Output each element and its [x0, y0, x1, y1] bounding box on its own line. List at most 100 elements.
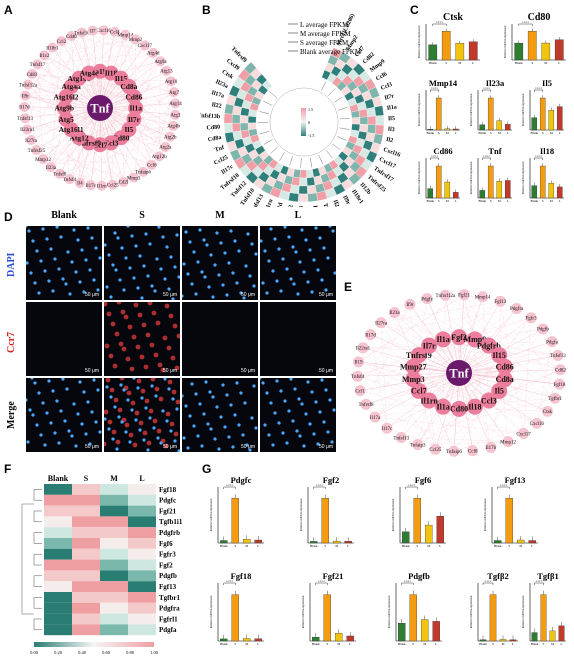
network-edge: [458, 317, 532, 409]
network-edge: [370, 334, 388, 429]
nucleus-dot: [300, 402, 304, 406]
nucleus-dot: [86, 400, 90, 404]
significance-bracket: [430, 89, 439, 92]
x-tick-label: Blank: [402, 544, 410, 548]
bar: [346, 635, 354, 642]
dendrogram-branch: [326, 150, 333, 159]
bar: [556, 186, 563, 199]
nucleus-dot: [142, 438, 146, 442]
gene-node: [139, 40, 150, 51]
heatmap-cell: [72, 581, 100, 592]
nucleus-dot: [96, 288, 100, 292]
gene-node: [148, 47, 159, 58]
chart-title: Tnf: [488, 146, 501, 156]
heatmap-cell: [288, 192, 299, 202]
gene-node-label: Tnfsf4: [63, 178, 77, 183]
gene-node-label: Il1rn: [97, 184, 107, 189]
x-tick-label: L: [439, 544, 441, 548]
gene-node-label: Atg9b: [55, 104, 75, 113]
scale-bar-label: 50 μm: [241, 292, 255, 298]
bar: [517, 539, 525, 544]
network-edge: [401, 398, 556, 438]
network-edge: [458, 337, 473, 451]
bar: [548, 183, 555, 199]
gene-label: Cd8a: [207, 135, 222, 144]
nucleus-dot: [51, 289, 55, 293]
gene-node: [38, 154, 49, 165]
gene-node-label: Mmp12: [500, 440, 516, 445]
gene-node: [511, 302, 523, 314]
x-tick-label: Blank: [478, 131, 486, 135]
network-edge: [381, 298, 428, 323]
x-tick-label: M: [550, 131, 553, 135]
nucleus-dot: [196, 260, 200, 264]
gene-node-label: Il18: [468, 402, 481, 411]
nucleus-dot: [53, 257, 57, 261]
dendrogram-branch: [21, 503, 34, 615]
nucleus-dot: [146, 448, 150, 452]
x-tick-label: Blank: [429, 61, 437, 65]
gene-node: [369, 411, 381, 423]
gene-node: [388, 306, 400, 318]
nucleus-dot: [215, 405, 219, 409]
bar: [489, 594, 497, 642]
ccr7-signal: [113, 397, 119, 403]
nucleus-dot: [94, 420, 98, 424]
nucleus-dot: [188, 414, 192, 418]
nucleus-dot: [254, 252, 258, 256]
bar: [539, 165, 546, 199]
nucleus-dot: [132, 276, 136, 280]
heatmap-cell: [375, 115, 385, 126]
scale-bar-label: 50 μm: [85, 444, 99, 450]
x-tick-label: Blank: [312, 642, 320, 646]
x-tick-label: M: [446, 199, 449, 203]
network-edge: [401, 328, 544, 438]
ccr7-signal: [133, 302, 139, 308]
nucleus-dot: [72, 402, 76, 406]
heatmap-cell: [298, 185, 308, 195]
nucleus-dot: [70, 434, 74, 438]
bar: [554, 39, 564, 61]
bar: [402, 531, 410, 544]
nucleus-dot: [221, 283, 225, 287]
nucleus-dot: [167, 287, 171, 291]
network-edge: [427, 296, 483, 299]
nucleus-dot: [140, 396, 144, 400]
x-tick-label: S: [543, 642, 545, 646]
nucleus-dot: [217, 447, 221, 451]
nucleus-dot: [55, 226, 59, 229]
nucleus-dot: [41, 401, 45, 405]
dendrogram-branch: [259, 111, 270, 114]
nucleus-dot: [130, 408, 134, 412]
gene-node: [496, 358, 513, 375]
gene-label: Il17a: [211, 90, 225, 100]
bar: [444, 128, 451, 131]
ccr7-signal: [116, 302, 122, 305]
bar: [452, 128, 459, 131]
nucleus-dot: [142, 264, 146, 268]
heatmap-cell: [72, 494, 100, 506]
bar: [231, 594, 239, 642]
gene-node-label: Ccl25: [107, 183, 119, 188]
chart-title: Il23a: [486, 78, 505, 88]
gene-node-label: Ccl3: [481, 396, 497, 405]
gene-node-label: Cd2l: [119, 181, 129, 186]
heatmap-cell: [72, 505, 100, 517]
nucleus-dot: [118, 278, 122, 282]
gene-node: [56, 36, 67, 47]
dendrogram-branch: [321, 81, 327, 91]
nucleus-dot: [225, 293, 229, 297]
x-tick-label: M: [423, 642, 426, 646]
ccr7-signal: [151, 310, 157, 316]
ccr7-signal: [127, 324, 133, 330]
significance-mark: ****: [522, 21, 529, 25]
gene-node: [477, 291, 489, 303]
nucleus-dot: [109, 295, 113, 299]
nucleus-dot: [281, 431, 285, 435]
nucleus-dot: [186, 446, 190, 450]
gene-label: Il7r: [384, 93, 395, 101]
gene-node: [375, 317, 387, 329]
chart-title: Fgf18: [231, 571, 252, 581]
network-panel-a: Map1lc3bIl18Il15Cd8aCd86Il1aIl7rIl5Cd80C…: [17, 25, 182, 191]
y-axis-label: Relative mRNA expression: [521, 595, 525, 628]
